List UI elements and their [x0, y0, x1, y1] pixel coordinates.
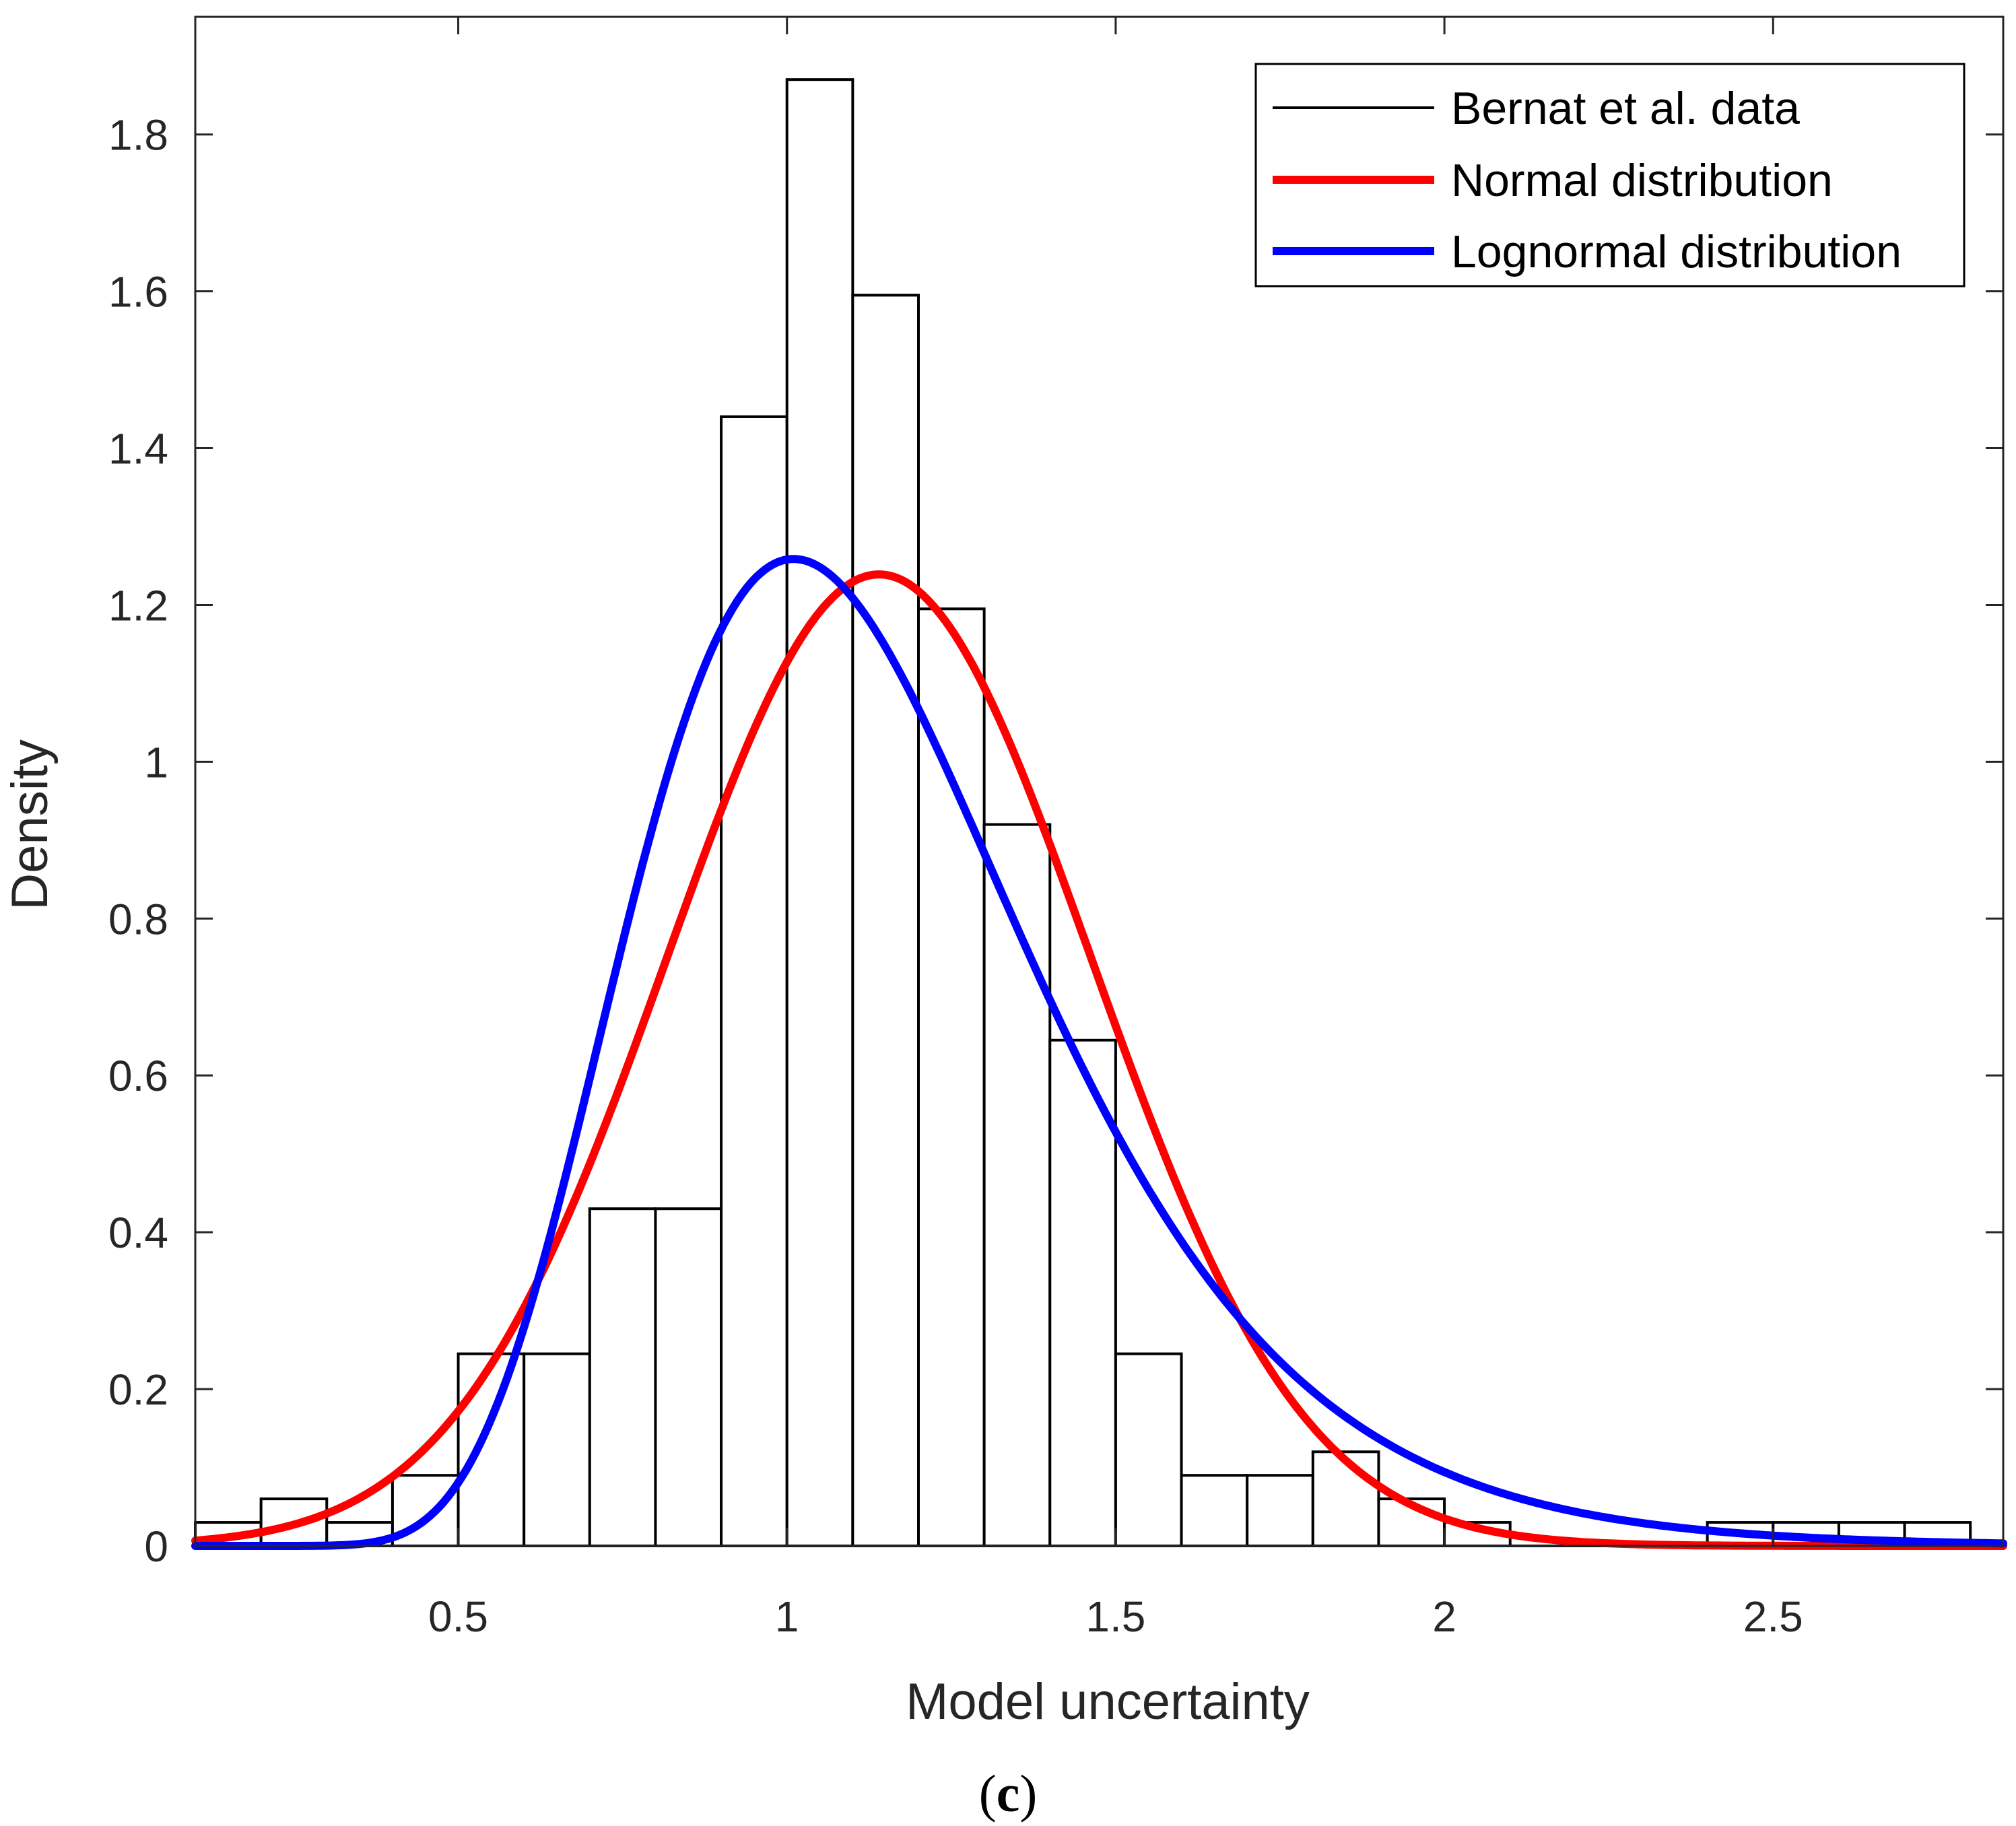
x-axis-label: Model uncertainty [906, 1673, 1310, 1730]
legend-label-histogram: Bernat et al. data [1451, 83, 1800, 134]
legend: Bernat et al. data Normal distribution L… [1254, 63, 1965, 288]
legend-label-lognormal: Lognormal distribution [1451, 226, 1902, 277]
x-tick-label: 2 [1432, 1592, 1456, 1641]
histogram-bar [785, 78, 854, 1548]
y-tick-label: 0.2 [108, 1365, 168, 1414]
histogram-bar [457, 1352, 526, 1547]
y-tick-label: 1.6 [108, 268, 168, 316]
y-tick-label: 0.6 [108, 1052, 168, 1100]
y-tick-label: 0.4 [108, 1209, 168, 1257]
y-tick-label: 1.4 [108, 425, 168, 473]
y-tick-label: 0 [144, 1522, 168, 1571]
y-tick-label: 1 [144, 738, 168, 786]
figure-caption: (c) [979, 1764, 1038, 1823]
histogram-bar [982, 823, 1052, 1547]
y-tick-label: 1.2 [108, 581, 168, 630]
histogram-bar [523, 1352, 591, 1547]
histogram-bar [1246, 1474, 1314, 1547]
legend-label-normal: Normal distribution [1451, 155, 1833, 206]
histogram-bar [917, 607, 986, 1547]
y-tick-label: 1.8 [108, 111, 168, 160]
histogram-bar [654, 1207, 723, 1547]
histogram-bar [1114, 1352, 1183, 1547]
axis-ticks: 0.5 1 1.5 2 2.5 0 0.2 0.4 0.6 0.8 1 1.2 1.4 1.6 1.8 [108, 17, 2003, 1641]
histogram-bar [1048, 1038, 1117, 1548]
x-tick-label: 1 [775, 1592, 799, 1641]
x-tick-label: 1.5 [1085, 1592, 1145, 1641]
caption-letter: c [997, 1764, 1020, 1823]
histogram-bar [588, 1207, 657, 1547]
histogram-bar [1180, 1474, 1249, 1547]
y-axis-label: Density [1, 739, 59, 910]
histogram-bar [1311, 1450, 1380, 1547]
histogram-bar [851, 294, 920, 1547]
x-tick-label: 2.5 [1743, 1592, 1803, 1641]
y-tick-label: 0.8 [108, 895, 168, 943]
histogram-bar [720, 415, 788, 1547]
axes-box [194, 15, 2005, 1547]
x-tick-label: 0.5 [428, 1592, 488, 1641]
lognormal-distribution-curve [191, 555, 2007, 1550]
